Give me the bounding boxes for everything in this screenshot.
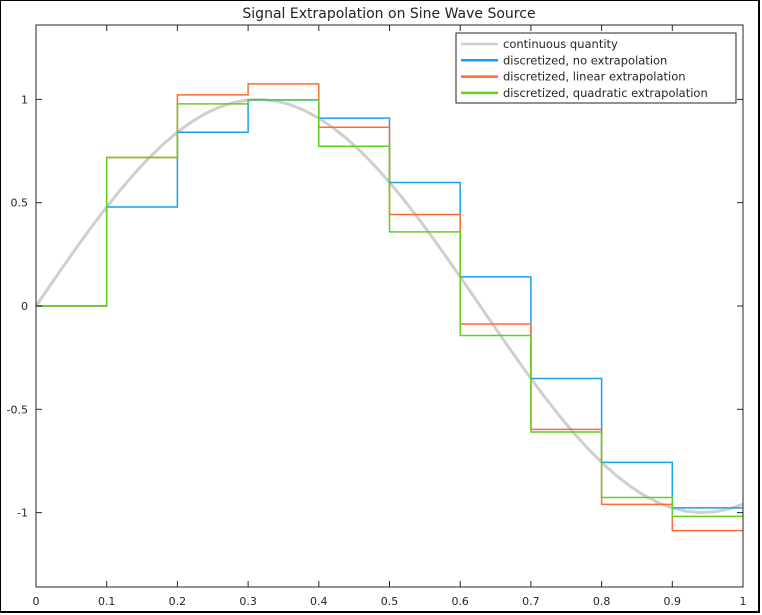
x-tick-label: 0.5 (381, 595, 399, 608)
y-tick-label: -1 (17, 507, 28, 520)
series-line-3 (36, 99, 743, 518)
x-tick-label: 0.1 (98, 595, 116, 608)
x-tick-label: 0.4 (310, 595, 328, 608)
y-tick-label: -0.5 (7, 403, 28, 416)
legend-label-3: discretized, quadratic extrapolation (503, 86, 708, 100)
legend-label-2: discretized, linear extrapolation (503, 70, 686, 84)
y-tick-label: 1 (21, 93, 28, 106)
x-tick-label: 0.2 (169, 595, 187, 608)
x-tick-label: 1 (740, 595, 747, 608)
x-tick-label: 0.7 (522, 595, 540, 608)
y-tick-label: 0 (21, 300, 28, 313)
chart-title: Signal Extrapolation on Sine Wave Source (242, 6, 535, 22)
x-tick-label: 0.9 (664, 595, 682, 608)
legend-label-1: discretized, no extrapolation (503, 53, 667, 67)
legend-box (455, 32, 737, 104)
x-tick-label: 0.8 (593, 595, 611, 608)
x-tick-label: 0.6 (451, 595, 469, 608)
axes-box (35, 24, 744, 588)
x-tick-label: 0.3 (239, 595, 257, 608)
y-tick-label: 0.5 (11, 197, 29, 210)
legend-label-0: continuous quantity (503, 37, 618, 51)
legend: continuous quantity discretized, no extra… (455, 32, 737, 104)
x-tick-label: 0 (33, 595, 40, 608)
